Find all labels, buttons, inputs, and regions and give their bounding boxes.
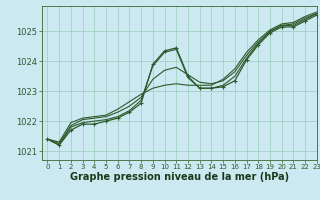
X-axis label: Graphe pression niveau de la mer (hPa): Graphe pression niveau de la mer (hPa) bbox=[70, 172, 289, 182]
